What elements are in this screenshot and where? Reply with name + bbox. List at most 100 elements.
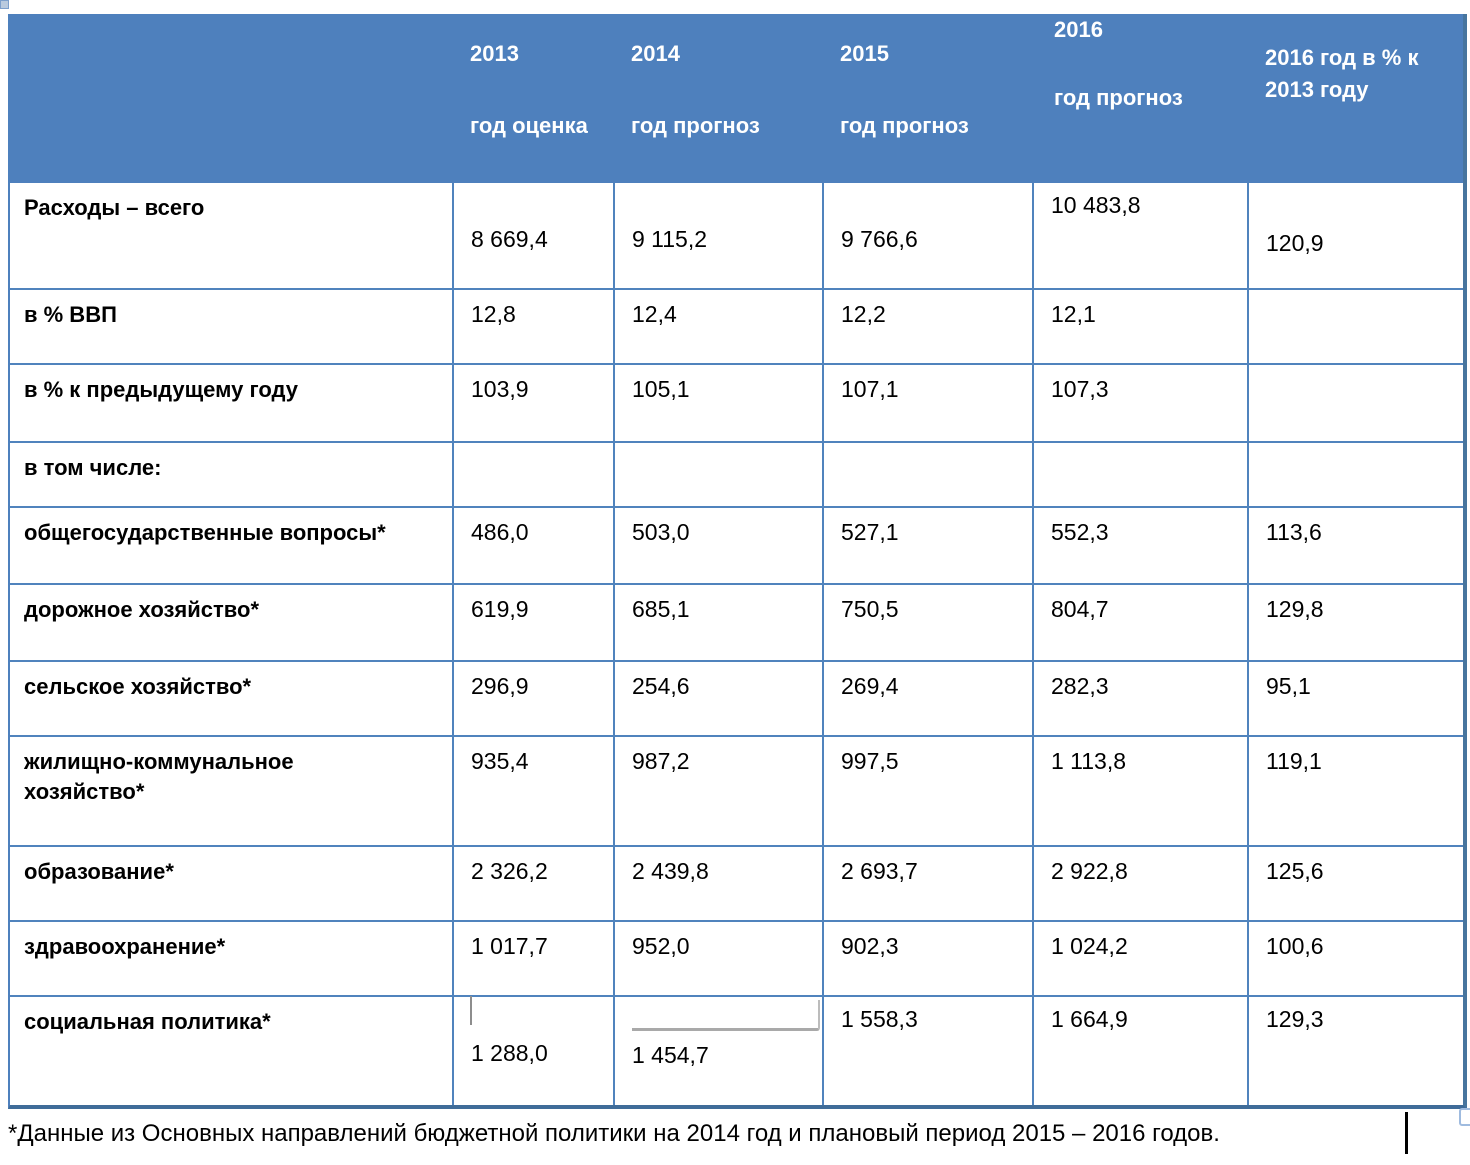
- header-sub-2015: год прогноз: [840, 113, 969, 138]
- header-year-2013: 2013: [470, 41, 519, 66]
- table-row: социальная политика* 1 288,0 1 454,7 1 5…: [10, 997, 1463, 1105]
- value-2016: 1 024,2: [1034, 922, 1249, 997]
- value-2015: 12,2: [824, 290, 1034, 365]
- value-2014: 685,1: [615, 585, 824, 662]
- value-percent: 113,6: [1249, 508, 1463, 585]
- row-label: в % к предыдущему году: [10, 365, 454, 443]
- header-cell-2016: 2016 год прогноз: [1034, 14, 1249, 183]
- value-2014: 9 115,2: [615, 183, 824, 290]
- row-label: сельское хозяйство*: [10, 662, 454, 737]
- value-2015: 1 558,3: [824, 997, 1034, 1105]
- row-label: образование*: [10, 847, 454, 922]
- table-row: в % ВВП 12,8 12,4 12,2 12,1: [10, 290, 1463, 365]
- row-label: Расходы – всего: [10, 183, 454, 290]
- footnote: *Данные из Основных направлений бюджетно…: [8, 1120, 1220, 1147]
- value-2013: [454, 443, 615, 508]
- value-2013: 12,8: [454, 290, 615, 365]
- value-2016: 1 664,9: [1034, 997, 1249, 1105]
- row-label: в том числе:: [10, 443, 454, 508]
- table-row: в % к предыдущему году 103,9 105,1 107,1…: [10, 365, 1463, 443]
- table-resize-handle[interactable]: [1459, 1108, 1470, 1126]
- row-label: здравоохранение*: [10, 922, 454, 997]
- row-label: социальная политика*: [10, 997, 454, 1105]
- value-2016: 107,3: [1034, 365, 1249, 443]
- value-2015: 527,1: [824, 508, 1034, 585]
- value-2013: 935,4: [454, 737, 615, 847]
- table-row: Расходы – всего 8 669,4 9 115,2 9 766,6 …: [10, 183, 1463, 290]
- value-2015: 997,5: [824, 737, 1034, 847]
- value-2015: 2 693,7: [824, 847, 1034, 922]
- value-2014: 105,1: [615, 365, 824, 443]
- value-2016: 12,1: [1034, 290, 1249, 365]
- value-2016: 282,3: [1034, 662, 1249, 737]
- table-row: жилищно-коммунальное хозяйство* 935,4 98…: [10, 737, 1463, 847]
- value-2013: 8 669,4: [454, 183, 615, 290]
- value-2015: 107,1: [824, 365, 1034, 443]
- header-cell-2014: 2014 год прогноз: [615, 14, 824, 183]
- table-select-mark: [0, 0, 9, 9]
- value-percent: [1249, 365, 1463, 443]
- value-2016: 10 483,8: [1034, 183, 1249, 290]
- header-sub-2016: год прогноз: [1054, 85, 1183, 110]
- value-2014: 254,6: [615, 662, 824, 737]
- header-cell-2015: 2015 год прогноз: [824, 14, 1034, 183]
- table-row: здравоохранение* 1 017,7 952,0 902,3 1 0…: [10, 922, 1463, 997]
- value-percent: 100,6: [1249, 922, 1463, 997]
- header-cell-2013: 2013 год оценка: [454, 14, 615, 183]
- value-percent: 129,3: [1266, 1006, 1324, 1032]
- value-2014: 12,4: [615, 290, 824, 365]
- value-2014: 987,2: [615, 737, 824, 847]
- text-cursor: [470, 996, 472, 1025]
- value-2013: 2 326,2: [454, 847, 615, 922]
- table-row: сельское хозяйство* 296,9 254,6 269,4 28…: [10, 662, 1463, 737]
- row-label: в % ВВП: [10, 290, 454, 365]
- value-2013: 486,0: [454, 508, 615, 585]
- value-2013: 296,9: [454, 662, 615, 737]
- value-2013: 619,9: [454, 585, 615, 662]
- table-row: в том числе:: [10, 443, 1463, 508]
- value-2013: 103,9: [454, 365, 615, 443]
- value-2014: [615, 443, 824, 508]
- value-2015: 269,4: [824, 662, 1034, 737]
- header-percent-label: 2016 год в % к 2013 году: [1265, 45, 1419, 102]
- header-sub-2013: год оценка: [470, 113, 588, 138]
- value-percent: [1249, 290, 1463, 365]
- value-2014: 952,0: [615, 922, 824, 997]
- row-label: дорожное хозяйство*: [10, 585, 454, 662]
- value-2015: [824, 443, 1034, 508]
- value-2014: 1 454,7: [615, 997, 824, 1105]
- value-percent: [1249, 443, 1463, 508]
- value-2015: 750,5: [824, 585, 1034, 662]
- value-2015: 9 766,6: [824, 183, 1034, 290]
- value-2016: 2 922,8: [1034, 847, 1249, 922]
- value-percent: 125,6: [1249, 847, 1463, 922]
- cell-edit-box: [632, 1000, 820, 1031]
- value-2015: 902,3: [824, 922, 1034, 997]
- value-2016: 804,7: [1034, 585, 1249, 662]
- row-label: жилищно-коммунальное хозяйство*: [10, 737, 454, 847]
- value-percent: 95,1: [1249, 662, 1463, 737]
- header-cell-empty: [10, 14, 454, 183]
- value-2013: 1 288,0: [454, 997, 615, 1105]
- value-percent: 129,8: [1249, 585, 1463, 662]
- row-label: общегосударственные вопросы*: [10, 508, 454, 585]
- budget-table: 2013 год оценка 2014 год прогноз 2015 го…: [8, 14, 1467, 1109]
- table-row: дорожное хозяйство* 619,9 685,1 750,5 80…: [10, 585, 1463, 662]
- value-2013: 1 017,7: [454, 922, 615, 997]
- header-year-2014: 2014: [631, 41, 680, 66]
- value-percent: 120,9: [1249, 183, 1463, 290]
- value-2016: 1 113,8: [1034, 737, 1249, 847]
- value-percent: 119,1: [1249, 737, 1463, 847]
- table-row: общегосударственные вопросы* 486,0 503,0…: [10, 508, 1463, 585]
- header-year-2015: 2015: [840, 41, 889, 66]
- table-header-row: 2013 год оценка 2014 год прогноз 2015 го…: [10, 14, 1463, 183]
- header-cell-percent: 2016 год в % к 2013 году: [1249, 14, 1463, 183]
- value-2016: [1034, 443, 1249, 508]
- value-2016: 552,3: [1034, 508, 1249, 585]
- text-cursor: [1405, 1112, 1408, 1154]
- value-2014: 2 439,8: [615, 847, 824, 922]
- table-row: образование* 2 326,2 2 439,8 2 693,7 2 9…: [10, 847, 1463, 922]
- value-2014: 503,0: [615, 508, 824, 585]
- header-year-2016: 2016: [1054, 17, 1103, 42]
